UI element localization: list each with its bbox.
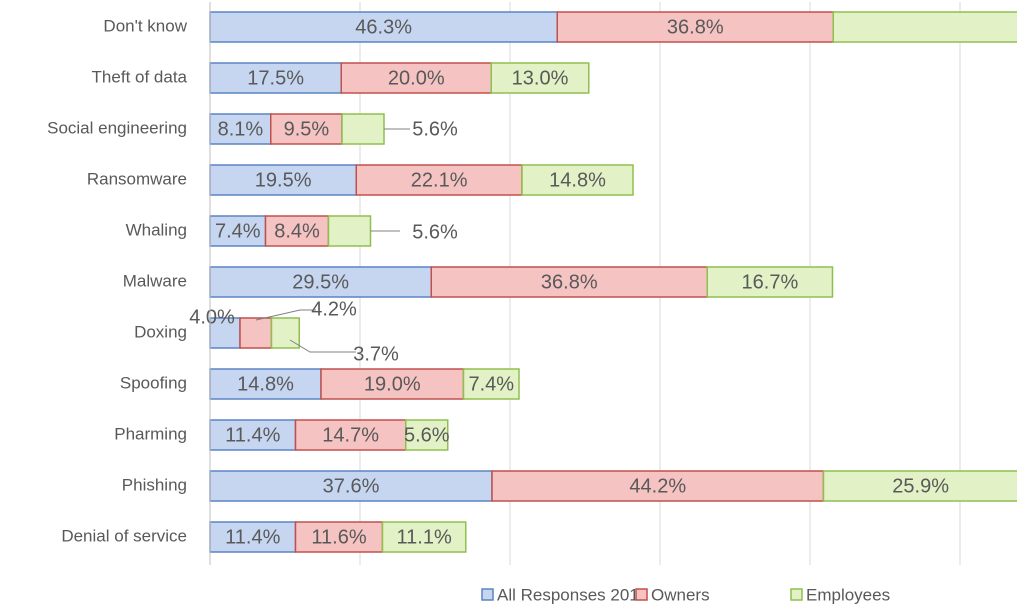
bar-segment — [491, 470, 825, 502]
legend-swatch — [481, 588, 494, 601]
legend-label: Employees — [806, 585, 890, 604]
data-label: 14.8% — [549, 169, 606, 191]
bar-segment — [209, 419, 297, 451]
y-tick-label: Theft of data — [92, 67, 188, 86]
data-label: 25.9% — [892, 475, 949, 497]
data-label: 11.4% — [225, 526, 280, 548]
data-label: 11.6% — [311, 526, 366, 548]
y-tick-label: Don't know — [103, 16, 187, 35]
bar-segment — [521, 164, 634, 196]
legend-swatch — [635, 588, 648, 601]
bar-segment — [209, 113, 272, 145]
bar-segment — [209, 470, 493, 502]
bar-segment — [209, 368, 322, 400]
data-label: 4.2% — [311, 298, 357, 320]
data-label: 29.5% — [292, 271, 349, 293]
data-label: 36.8% — [667, 16, 724, 38]
legend-label: All Responses 2017 — [497, 585, 648, 604]
bar-segment — [490, 62, 590, 94]
bar-segment — [209, 317, 241, 349]
bar-segment — [239, 317, 273, 349]
legend-swatch — [790, 588, 803, 601]
bar-segment — [706, 266, 834, 298]
y-tick-label: Whaling — [126, 220, 187, 239]
data-label: 16.7% — [742, 271, 799, 293]
bar-segment — [355, 164, 523, 196]
data-label: 5.6% — [412, 221, 458, 243]
data-label: 37.6% — [323, 475, 380, 497]
data-label: 17.5% — [247, 67, 304, 89]
data-label: 19.0% — [364, 373, 421, 395]
bar-segment — [270, 113, 343, 145]
data-label: 44.2% — [629, 475, 686, 497]
data-label: 5.6% — [404, 424, 450, 446]
y-tick-label: Phishing — [122, 475, 187, 494]
data-label: 14.7% — [322, 424, 379, 446]
y-tick-label: Spoofing — [120, 373, 187, 392]
bar-segment — [209, 521, 297, 553]
bar-segment — [462, 368, 520, 400]
y-tick-label: Ransomware — [87, 169, 187, 188]
data-label: 13.0% — [512, 67, 569, 89]
leader-line — [289, 339, 356, 353]
data-label: 19.5% — [255, 169, 312, 191]
data-label: 7.4% — [215, 220, 261, 242]
data-label: 3.7% — [353, 343, 399, 365]
bar-segment — [341, 113, 385, 145]
data-label: 14.8% — [237, 373, 294, 395]
data-label: 9.5% — [284, 118, 330, 140]
bar-segment — [405, 419, 449, 451]
y-tick-label: Malware — [123, 271, 187, 290]
bar-segment — [294, 521, 384, 553]
bar-segment — [430, 266, 708, 298]
data-label: 20.0% — [388, 67, 445, 89]
data-label: 22.1% — [411, 169, 468, 191]
data-label: 46.3% — [355, 16, 412, 38]
bar-segment — [327, 215, 372, 247]
bar-segment — [340, 62, 492, 94]
data-label: 7.4% — [468, 373, 514, 395]
y-tick-label: Doxing — [134, 322, 187, 341]
data-label: 8.1% — [218, 118, 264, 140]
data-label: 5.6% — [412, 118, 458, 140]
bar-segment — [822, 470, 1017, 502]
bar-segment — [320, 368, 465, 400]
y-tick-label: Social engineering — [47, 118, 187, 137]
bar-segment — [209, 11, 558, 43]
bar-segment — [381, 521, 467, 553]
y-tick-label: Pharming — [114, 424, 187, 443]
legend-label: Owners — [651, 585, 710, 604]
leader-line — [255, 309, 316, 321]
bar-segment — [832, 11, 1017, 43]
y-tick-label: Denial of service — [61, 526, 187, 545]
data-label: 8.4% — [274, 220, 320, 242]
data-label: 36.8% — [541, 271, 598, 293]
data-label: 4.0% — [189, 306, 235, 328]
data-label: 11.4% — [225, 424, 280, 446]
data-label: 11.1% — [397, 526, 452, 548]
